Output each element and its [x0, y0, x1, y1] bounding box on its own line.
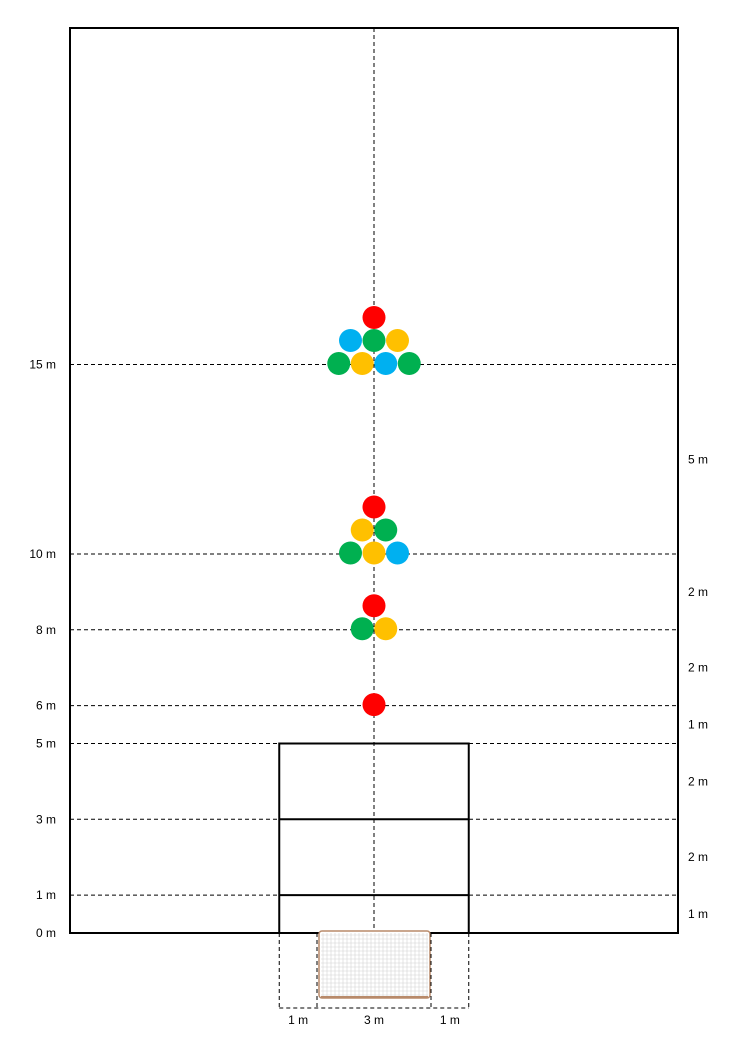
ball-green — [374, 518, 398, 542]
interval-label: 2 m — [688, 850, 708, 864]
distance-label-1m: 1 m — [36, 888, 56, 902]
goal-net-frame — [318, 930, 431, 999]
interval-label: 1 m — [688, 907, 708, 921]
ball-red — [362, 693, 386, 717]
interval-label: 2 m — [688, 774, 708, 788]
ball-blue — [339, 329, 362, 352]
interval-label: 1 m — [688, 718, 708, 732]
goal-net — [318, 930, 431, 999]
ball-blue — [386, 541, 409, 565]
interval-label: 2 m — [688, 585, 708, 599]
goal-width-label: 3 m — [364, 1013, 384, 1027]
ball-yellow — [374, 617, 398, 641]
distance-label-8m: 8 m — [36, 623, 56, 637]
ball-red — [362, 594, 386, 618]
ball-group-15m — [327, 306, 421, 375]
distance-label-3m: 3 m — [36, 812, 56, 826]
ball-red — [362, 495, 386, 519]
goal-width-label: 1 m — [440, 1013, 460, 1027]
ball-group-6m — [362, 693, 386, 717]
ball-groups — [327, 306, 421, 717]
ball-group-10m — [339, 495, 409, 565]
ball-yellow — [386, 329, 409, 352]
goal-width-label: 1 m — [288, 1013, 308, 1027]
distance-label-6m: 6 m — [36, 699, 56, 713]
interval-label: 2 m — [688, 661, 708, 675]
ball-green — [362, 329, 386, 352]
ball-group-8m — [350, 594, 398, 641]
interval-labels-right: 1 m 2 m 2 m 1 m 2 m 2 m 5 m — [688, 452, 708, 921]
goal-width-labels: 1 m 3 m 1 m — [278, 933, 470, 1027]
distance-label-5m: 5 m — [36, 737, 56, 751]
ball-yellow — [350, 518, 374, 542]
ball-blue — [374, 352, 398, 375]
ball-yellow — [362, 541, 386, 565]
distance-labels-left: 0 m 1 m 3 m 5 m 6 m 8 m 10 m 15 m — [29, 358, 56, 941]
goal-net-mesh — [321, 933, 428, 996]
ball-green — [327, 352, 351, 375]
ball-green — [397, 352, 421, 375]
interval-label: 5 m — [688, 452, 708, 466]
distance-label-10m: 10 m — [29, 547, 56, 561]
ball-red — [362, 306, 386, 329]
ball-green — [339, 541, 362, 565]
distance-label-15m: 15 m — [29, 358, 56, 372]
ball-yellow — [350, 352, 374, 375]
distance-label-0m: 0 m — [36, 926, 56, 940]
ball-green — [350, 617, 374, 641]
